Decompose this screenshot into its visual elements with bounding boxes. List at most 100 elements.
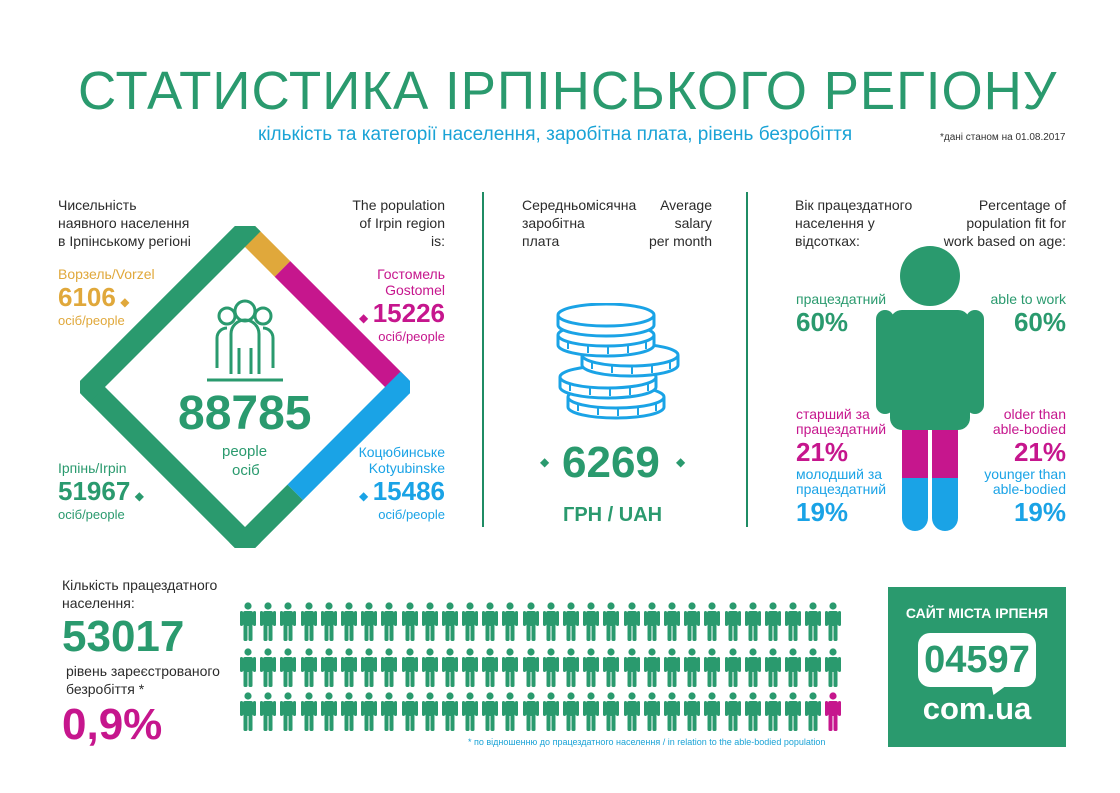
person-icon	[320, 648, 337, 687]
workforce-label-line: населення:	[62, 595, 135, 611]
person-icon	[542, 602, 559, 641]
workforce-footnote: * по відношенню до працездатного населен…	[468, 737, 826, 747]
figure-head	[900, 246, 960, 306]
person-icon	[744, 602, 761, 641]
district-name: Ворзель/Vorzel	[58, 266, 155, 282]
person-icon	[462, 602, 479, 641]
diamond-bullet-icon: ◆	[359, 489, 369, 503]
coins-stack-icon	[556, 303, 680, 420]
population-diamond	[80, 226, 410, 548]
salary-label-ua: Середньомісячна заробітна плата	[522, 196, 636, 250]
district-name: Гостомель	[377, 266, 445, 282]
age-group-younger-ua: молодший за працездатний 19%	[796, 467, 886, 528]
workforce-people-row	[240, 692, 842, 732]
age-group-label: працездатний	[796, 481, 887, 497]
person-icon	[300, 602, 317, 641]
diamond-edge-kotyubinske	[287, 371, 410, 501]
workforce-value: 53017	[62, 612, 185, 661]
district-unit: осіб/people	[58, 313, 125, 328]
person-icon	[623, 648, 640, 687]
age-label-ua-line: населення у	[795, 215, 875, 231]
district-value: 15226	[372, 298, 445, 328]
person-icon	[320, 692, 337, 731]
population-label-ua: Чисельність наявного населення в Ірпінсь…	[58, 196, 191, 250]
age-group-percent: 60%	[796, 307, 849, 337]
person-icon	[280, 602, 297, 641]
age-group-label: able-bodied	[992, 421, 1066, 437]
person-icon	[522, 692, 539, 731]
person-icon	[805, 602, 822, 641]
person-icon	[340, 602, 357, 641]
person-icon	[724, 602, 741, 641]
person-icon	[805, 648, 822, 687]
age-label-ua-line: Вік працездатного	[795, 197, 913, 213]
person-icon	[643, 648, 660, 687]
district-name: Коцюбинське	[358, 444, 445, 460]
person-icon	[704, 692, 721, 731]
age-group-able-ua: працездатний 60%	[796, 291, 886, 338]
site-badge-domain: com.ua	[922, 691, 1032, 726]
district-value: 15486	[372, 476, 445, 506]
person-icon	[260, 648, 277, 687]
diamond-bullet-icon: ◆	[359, 311, 369, 325]
population-label-ua-line: в Ірпінському регіоні	[58, 233, 191, 249]
person-icon	[744, 648, 761, 687]
person-icon	[825, 648, 842, 687]
person-icon	[280, 648, 297, 687]
person-icon	[684, 602, 701, 641]
site-badge-heading: САЙТ МІСТА ІРПЕНЯ	[905, 605, 1049, 621]
date-note: *дані станом на 01.08.2017	[940, 132, 1066, 143]
person-icon	[522, 602, 539, 641]
page-title: СТАТИСТИКА ІРПІНСЬКОГО РЕГІОНУ	[78, 61, 1058, 121]
person-icon	[340, 648, 357, 687]
person-icon	[764, 692, 781, 731]
person-icon	[623, 602, 640, 641]
person-icon	[785, 602, 802, 641]
person-icon	[502, 692, 519, 731]
site-badge-number: 04597	[924, 639, 1030, 681]
person-icon	[643, 692, 660, 731]
person-icon	[401, 648, 418, 687]
age-group-percent: 19%	[1013, 497, 1066, 527]
person-icon	[401, 602, 418, 641]
district-value: 6106	[58, 282, 116, 312]
figure-right-leg-older	[932, 430, 958, 478]
district-kotyubinske: Коцюбинське Kotyubinske ◆ 15486 осіб/peo…	[330, 444, 445, 522]
diamond-edge-irpin-left	[80, 226, 261, 403]
population-total-unit-ua: осіб	[232, 462, 260, 479]
person-icon	[643, 602, 660, 641]
district-unit: осіб/people	[58, 507, 125, 522]
person-icon	[583, 692, 600, 731]
salary-label-en-line: per month	[648, 233, 712, 249]
person-icon	[724, 692, 741, 731]
unemployment-label-line: рівень зареєстрованого	[66, 663, 220, 679]
age-label-en: Percentage of population fit for work ba…	[920, 196, 1066, 250]
person-icon	[260, 602, 277, 641]
age-label-en-line: work based on age:	[943, 233, 1066, 249]
person-icon	[381, 648, 398, 687]
site-badge[interactable]: САЙТ МІСТА ІРПЕНЯ 04597 com.ua	[888, 587, 1066, 747]
salary-label-en-line: Average	[660, 197, 712, 213]
person-icon	[482, 602, 499, 641]
person-icon	[785, 648, 802, 687]
salary-label-en-line: salary	[674, 215, 712, 231]
age-group-label: younger than	[984, 466, 1066, 482]
age-label-en-line: Percentage of	[978, 197, 1066, 213]
person-icon	[805, 692, 822, 731]
diamond-bullet-icon: ◆	[676, 455, 686, 469]
workforce-people-row	[240, 602, 842, 642]
person-icon	[260, 692, 277, 731]
salary-label-ua-line: плата	[522, 233, 560, 249]
person-icon	[421, 692, 438, 731]
age-group-percent: 19%	[796, 497, 849, 527]
district-vorzel: Ворзель/Vorzel 6106 ◆ осіб/people	[58, 266, 155, 328]
population-label-en: The population of Irpin region is:	[300, 196, 445, 250]
person-icon	[240, 648, 256, 687]
age-group-younger-en: younger than able-bodied 19%	[966, 467, 1066, 528]
person-icon	[381, 602, 398, 641]
district-unit: осіб/people	[378, 329, 445, 344]
person-icon	[785, 692, 802, 731]
person-icon	[522, 648, 539, 687]
person-icon	[441, 602, 458, 641]
person-icon	[300, 692, 317, 731]
